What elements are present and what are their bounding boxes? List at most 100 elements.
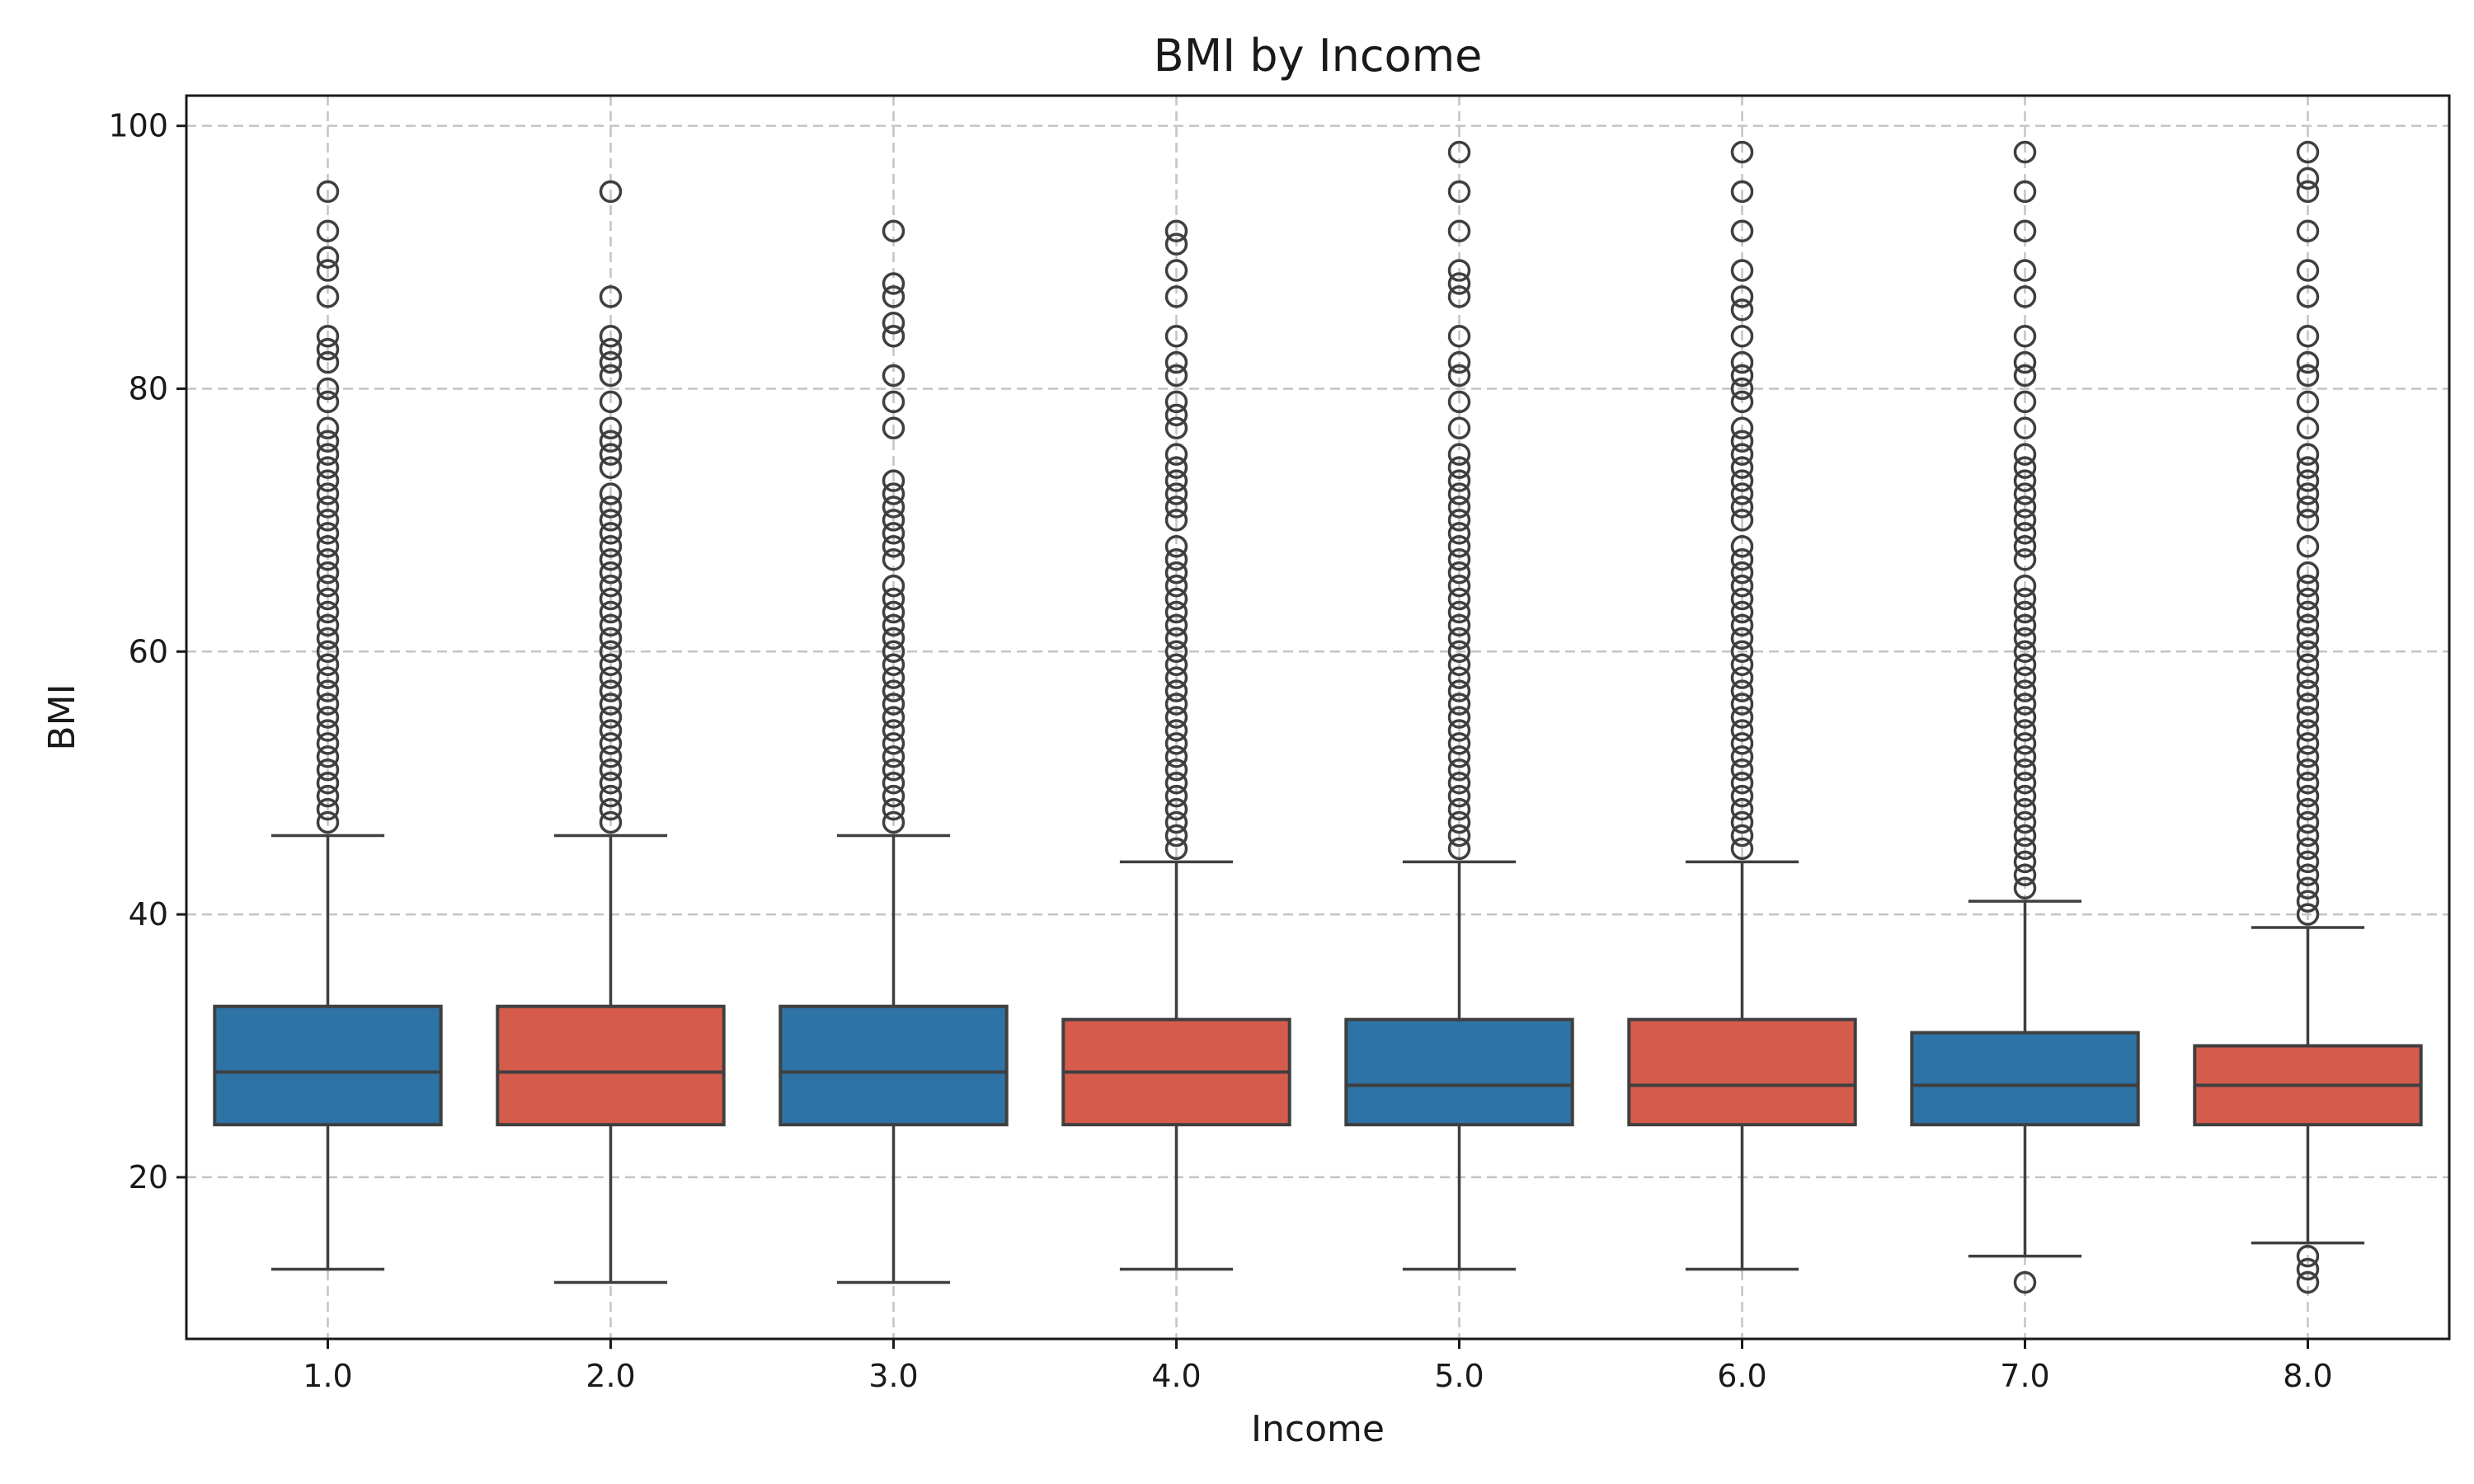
outlier-point (316, 469, 340, 492)
box-8.0 (2193, 926, 2423, 1245)
outlier-point (1164, 547, 1188, 571)
outlier-point (1730, 547, 1754, 571)
outlier-point (599, 509, 623, 532)
outlier-point (1730, 666, 1754, 689)
box-4.0 (1061, 860, 1291, 1271)
outlier-point (2296, 890, 2320, 913)
outlier-point (882, 653, 905, 676)
outlier-point (316, 797, 340, 821)
box-6.0 (1627, 860, 1857, 1271)
outlier-point (1447, 390, 1471, 414)
outlier-point (316, 377, 340, 401)
outlier-point (599, 693, 623, 716)
outlier-point (599, 443, 623, 466)
outlier-point (1730, 416, 1754, 440)
x-tick-label: 6.0 (1717, 1358, 1766, 1394)
outlier-point (1164, 561, 1188, 585)
outlier-point (1164, 535, 1188, 558)
outlier-point (882, 587, 905, 611)
outlier-point (599, 574, 623, 598)
outlier-point (2296, 745, 2320, 768)
outlier-point (1730, 706, 1754, 729)
outlier-point (2296, 443, 2320, 466)
outlier-point (1730, 350, 1754, 374)
outlier-point (882, 627, 905, 650)
outlier-point (316, 587, 340, 611)
outlier-point (599, 350, 623, 374)
outlier-point (1730, 758, 1754, 782)
outlier-point (1164, 219, 1188, 242)
outlier-point (2013, 522, 2037, 545)
outlier-point (1164, 416, 1188, 440)
outlier-point (316, 482, 340, 505)
outlier-point (1447, 482, 1471, 505)
x-tick-label: 7.0 (2000, 1358, 2049, 1394)
outlier-point (1730, 140, 1754, 164)
outlier-point (2296, 509, 2320, 532)
x-tick-label: 2.0 (586, 1358, 635, 1394)
outlier-point (1164, 797, 1188, 821)
outlier-point (599, 771, 623, 795)
outlier-point (1447, 547, 1471, 571)
outlier-point (316, 693, 340, 716)
outlier-point (2013, 679, 2037, 702)
outlier-point (316, 390, 340, 414)
outlier-point (2296, 167, 2320, 190)
outlier-point (1447, 679, 1471, 702)
outlier-point (1164, 403, 1188, 427)
outlier-point (1164, 495, 1188, 519)
outlier-point (1164, 640, 1188, 664)
outlier-point (882, 535, 905, 558)
outlier-point (2013, 810, 2037, 834)
outlier-point (1164, 482, 1188, 505)
outlier-point (1447, 706, 1471, 729)
outlier-point (599, 522, 623, 545)
outlier-point (1447, 456, 1471, 479)
outlier-point (599, 745, 623, 768)
outlier-point (316, 771, 340, 795)
outlier-point (2013, 797, 2037, 821)
outlier-point (1730, 653, 1754, 676)
outlier-point (1447, 469, 1471, 492)
outlier-point (1730, 574, 1754, 598)
outlier-point (2013, 784, 2037, 808)
outlier-point (1730, 259, 1754, 282)
outlier-point (2296, 640, 2320, 664)
outlier-point (316, 719, 340, 742)
outlier-point (882, 324, 905, 348)
outlier-point (599, 810, 623, 834)
outlier-point (2013, 482, 2037, 505)
outlier-point (1447, 350, 1471, 374)
y-tick-label: 100 (108, 108, 168, 144)
outlier-point (1164, 456, 1188, 479)
outlier-point (1730, 732, 1754, 755)
outlier-point (1164, 706, 1188, 729)
outlier-point (882, 719, 905, 742)
outlier-point (2013, 180, 2037, 204)
outlier-point (599, 482, 623, 505)
y-tick-label: 60 (129, 633, 168, 669)
outlier-point (599, 666, 623, 689)
outlier-point (1730, 640, 1754, 664)
outlier-point (316, 443, 340, 466)
outlier-point (1730, 219, 1754, 242)
x-tick-label: 5.0 (1434, 1358, 1484, 1394)
outlier-point (2013, 574, 2037, 598)
outlier-point (2296, 219, 2320, 242)
outlier-point (1447, 561, 1471, 585)
outlier-point (1447, 416, 1471, 440)
outlier-point (2013, 876, 2037, 899)
outlier-point (2013, 732, 2037, 755)
outlier-point (882, 312, 905, 335)
outlier-point (1164, 509, 1188, 532)
outlier-point (2296, 350, 2320, 374)
outlier-point (1447, 824, 1471, 848)
outlier-point (1447, 272, 1471, 295)
outlier-point (599, 640, 623, 664)
outlier-point (316, 416, 340, 440)
outlier-point (2013, 547, 2037, 571)
outlier-point (2296, 784, 2320, 808)
outlier-point (882, 390, 905, 414)
outlier-point (1447, 745, 1471, 768)
outlier-point (2296, 416, 2320, 440)
